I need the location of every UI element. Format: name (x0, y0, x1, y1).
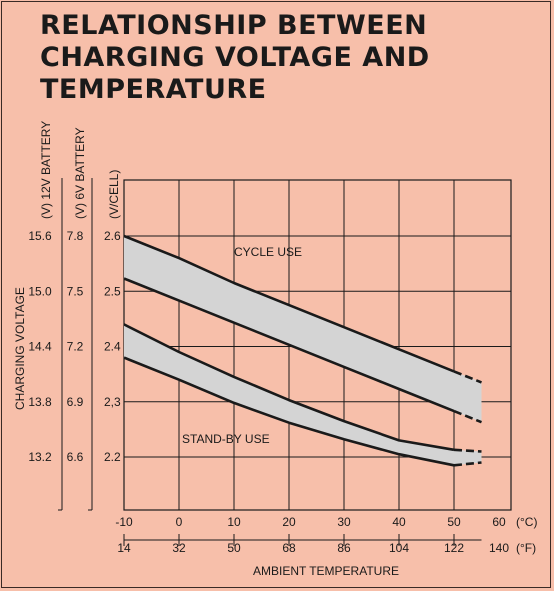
y-tick-label-12v: 13.8 (28, 395, 52, 409)
x-tick-label-fahrenheit: 68 (282, 541, 296, 555)
y-tick-label-cell: 2.2 (104, 450, 121, 464)
y-axis-title-charging-voltage: CHARGING VOLTAGE (13, 287, 27, 410)
series-line-dashed-0-0 (453, 370, 482, 384)
y-tick-label-12v: 15.6 (28, 229, 52, 243)
series-line-dashed-0-1 (453, 409, 482, 424)
x-tick-label-celsius: 50 (447, 515, 461, 529)
series-line-1-0 (123, 323, 455, 452)
x-tick-label-fahrenheit: 140 (489, 541, 509, 555)
chart-labels: CYCLE USE STAND-BY USE 15.6 7.8 2.6 15.0 7.5 2.… (13, 121, 537, 578)
chart-title: RELATIONSHIP BETWEEN CHARGING VOLTAGE AN… (40, 10, 430, 106)
x-tick-label-fahrenheit: 86 (337, 541, 351, 555)
series-line-1-1 (123, 356, 455, 467)
y-tick-label-cell: 2.4 (104, 340, 121, 354)
x-tick-label-celsius: 10 (227, 515, 241, 529)
y-tick-label-12v: 14.4 (28, 340, 52, 354)
y-axis-title-12v: (V) 12V BATTERY (39, 121, 53, 219)
x-tick-label-fahrenheit: 32 (172, 541, 186, 555)
y-tick-label-6v: 7.5 (67, 284, 84, 298)
x-tick-label-celsius: 60 (492, 515, 506, 529)
x-tick-label-celsius: -10 (115, 515, 133, 529)
series-label-cycle-use: CYCLE USE (234, 245, 302, 259)
y-tick-label-cell: 2.6 (104, 229, 121, 243)
y-tick-label-cell: 2.5 (104, 284, 121, 298)
x-tick-label-celsius: 30 (337, 515, 351, 529)
y-tick-label-12v: 13.2 (28, 450, 52, 464)
series-line-dashed-1-1 (453, 461, 482, 467)
y-tick-label-6v: 6.9 (67, 395, 84, 409)
y-tick-label-12v: 15.0 (28, 284, 52, 298)
x-tick-label-celsius: 20 (282, 515, 296, 529)
x-tick-label-celsius: 0 (176, 515, 183, 529)
y-tick-label-6v: 7.8 (67, 229, 84, 243)
series-line-0-1 (123, 277, 455, 413)
band-fill-1 (124, 324, 482, 466)
x-tick-label-fahrenheit: 122 (444, 541, 464, 555)
x-tick-label-fahrenheit: 104 (389, 541, 409, 555)
title-line-3: TEMPERATURE (40, 74, 267, 105)
x-tick-label-fahrenheit: 50 (227, 541, 241, 555)
series-line-0-0 (123, 234, 455, 373)
y-axis-title-cell: (V/CELL) (107, 170, 121, 219)
y-tick-label-6v: 7.2 (67, 340, 84, 354)
x-tick-label-fahrenheit: 14 (117, 541, 131, 555)
axes (58, 178, 482, 546)
x-axis-unit-fahrenheit: (°F) (516, 541, 536, 555)
y-axis-title-6v: (V) 6V BATTERY (73, 127, 87, 219)
title-line-2: CHARGING VOLTAGE AND (40, 42, 430, 73)
x-axis-unit-celsius: (°C) (516, 515, 537, 529)
series-label-standby-use: STAND-BY USE (182, 432, 270, 446)
band-fill-0 (124, 236, 482, 423)
y-tick-label-cell: 2,3 (104, 395, 121, 409)
data-bands (123, 234, 482, 467)
y-tick-label-6v: 6.6 (67, 450, 84, 464)
x-tick-label-celsius: 40 (392, 515, 406, 529)
title-line-1: RELATIONSHIP BETWEEN (40, 10, 428, 41)
series-line-dashed-1-0 (453, 448, 482, 453)
x-axis-title: AMBIENT TEMPERATURE (253, 564, 399, 578)
